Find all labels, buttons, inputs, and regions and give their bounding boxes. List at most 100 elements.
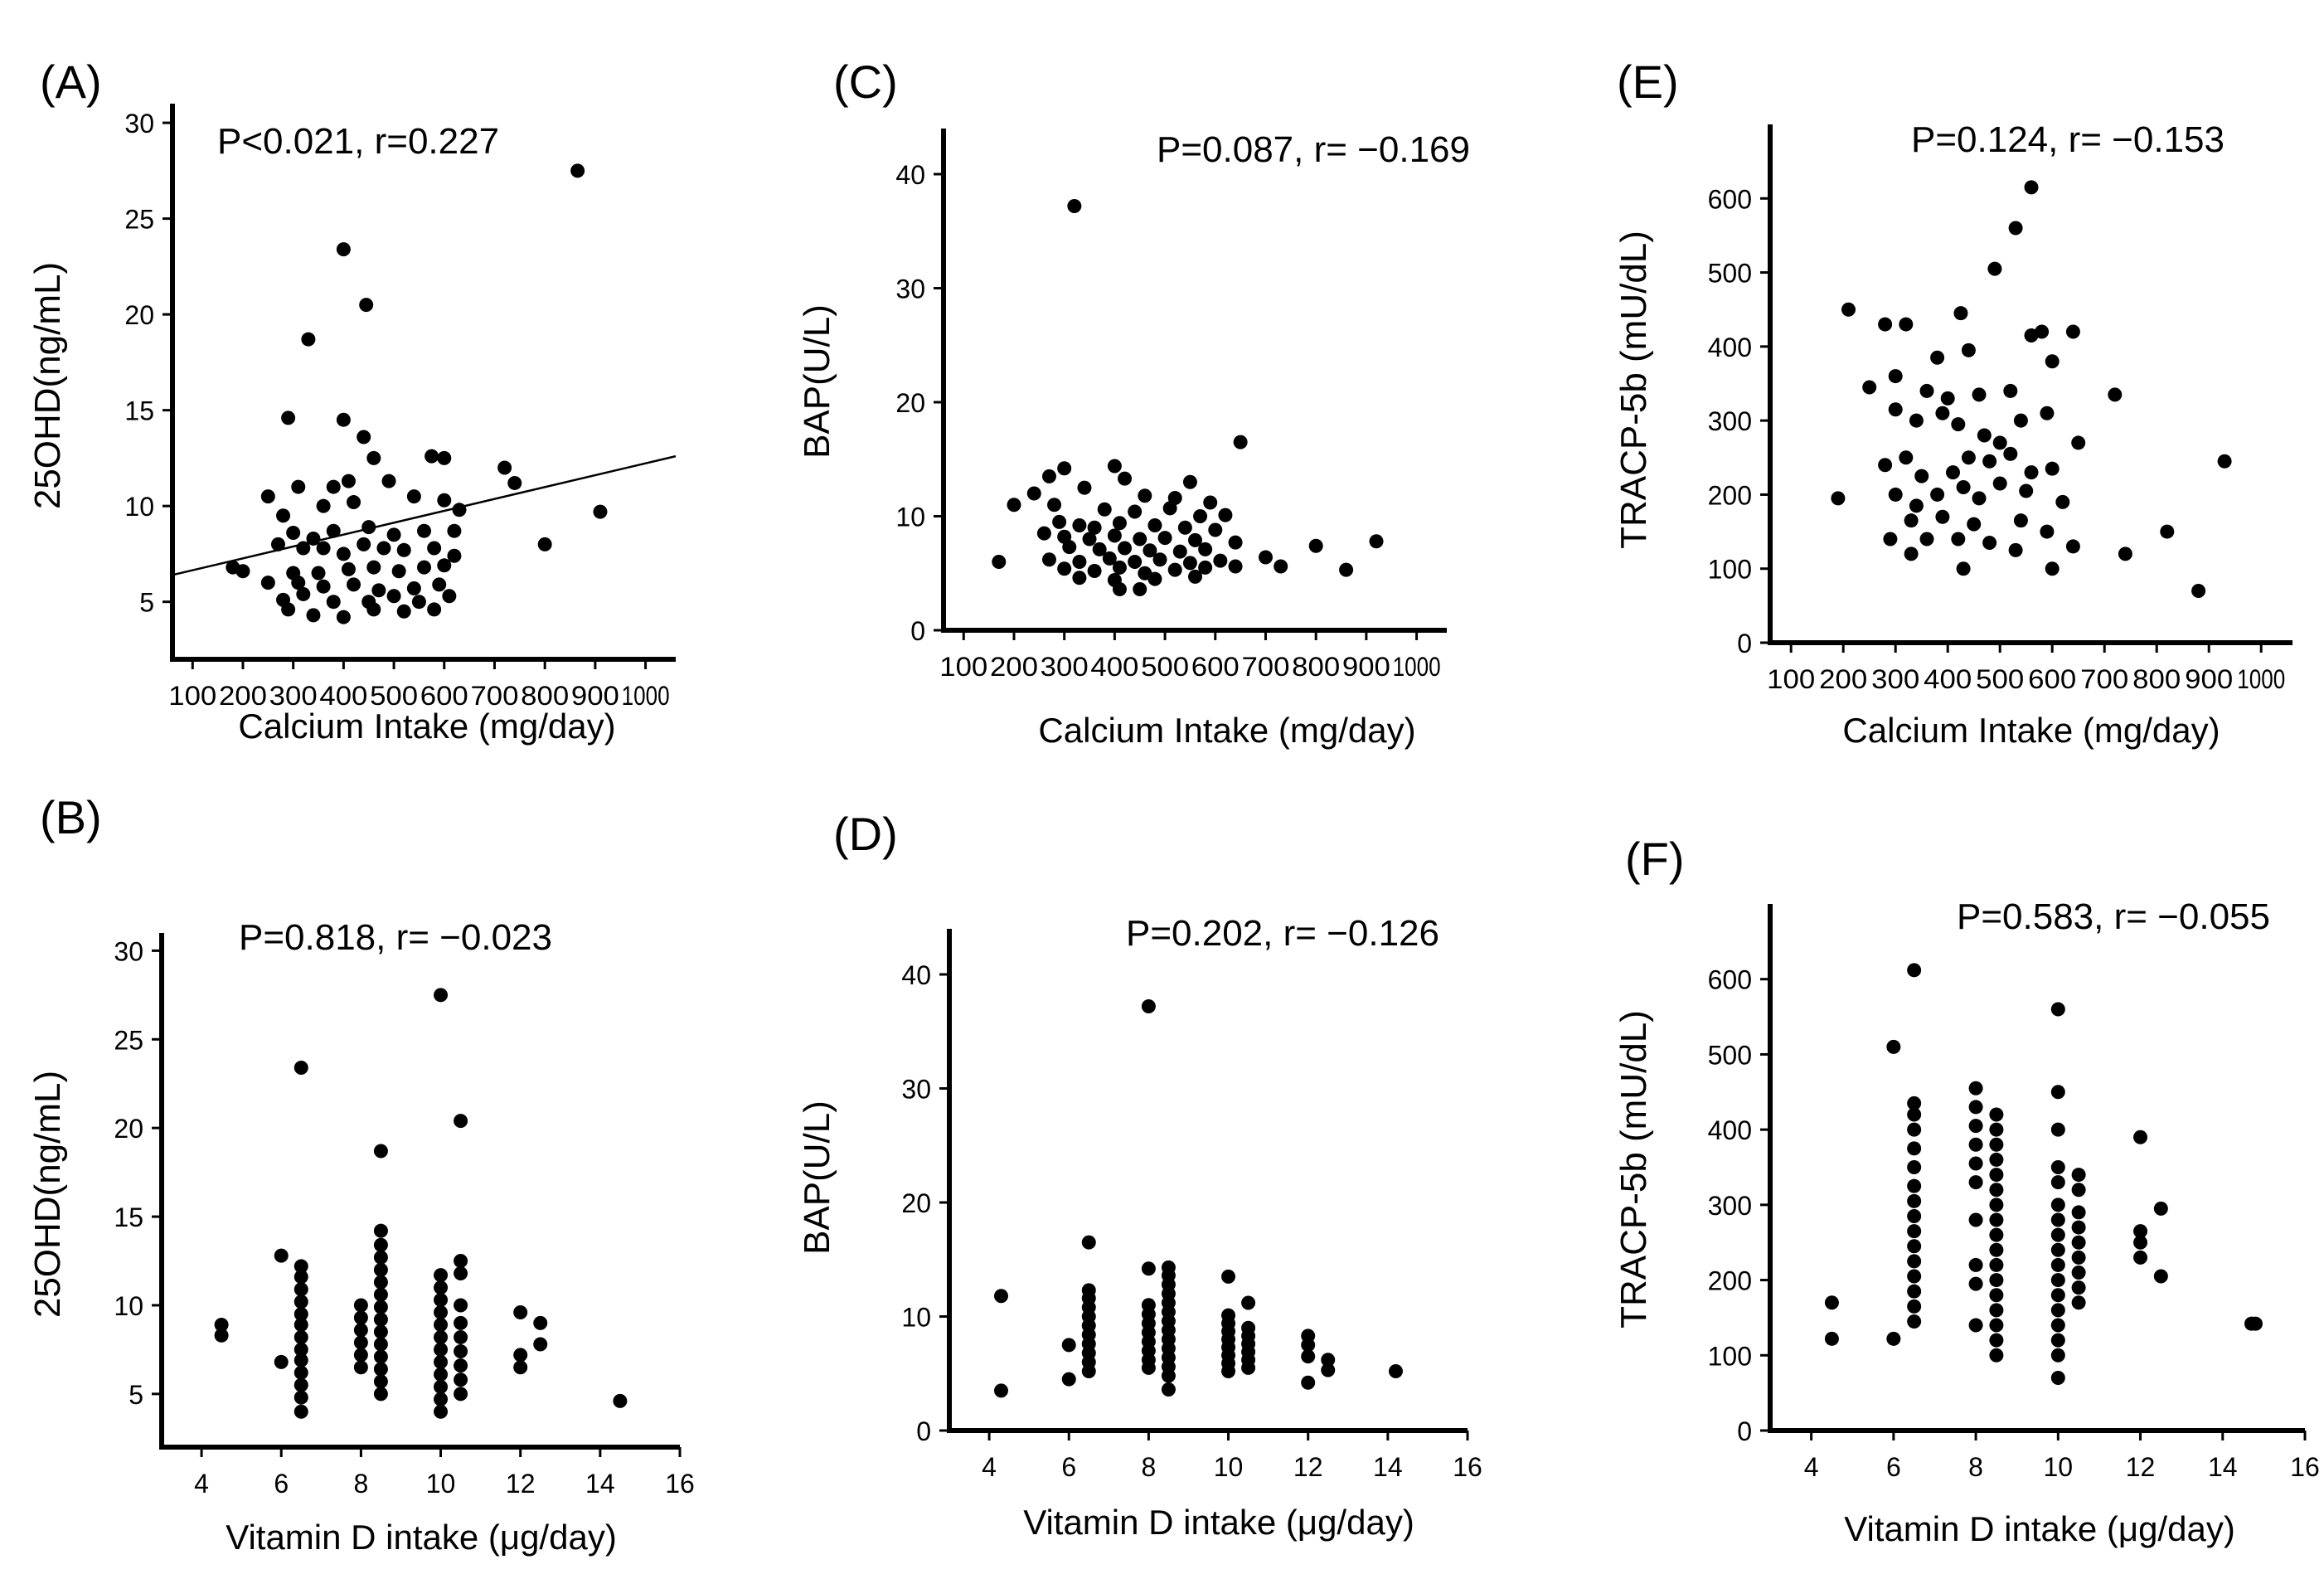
x-tick-label: 1000 <box>2237 664 2285 694</box>
data-point <box>434 1329 449 1344</box>
x-tick-label: 200 <box>219 681 267 711</box>
data-point <box>406 489 421 504</box>
data-point <box>1208 522 1223 537</box>
data-point <box>361 520 376 535</box>
data-point <box>434 1317 449 1332</box>
data-point <box>2050 1303 2065 1318</box>
data-point <box>2040 406 2055 420</box>
data-point <box>1188 569 1202 584</box>
data-point <box>434 1404 449 1419</box>
y-tick-label: 400 <box>1708 333 1752 362</box>
data-point <box>2045 461 2060 476</box>
data-point <box>2050 1122 2065 1137</box>
data-point <box>373 1223 388 1238</box>
data-point <box>1907 1193 1922 1208</box>
data-point <box>425 449 439 464</box>
data-point <box>306 531 321 546</box>
data-point <box>570 163 585 178</box>
data-point <box>1241 1320 1256 1335</box>
data-point <box>1072 571 1087 585</box>
data-point <box>1907 1269 1922 1284</box>
data-point <box>1308 538 1323 553</box>
data-point <box>2050 1085 2065 1100</box>
data-point <box>1369 534 1384 549</box>
data-point <box>1878 317 1893 332</box>
data-point <box>359 298 374 313</box>
data-point <box>1951 532 1966 547</box>
x-tick-label: 300 <box>1871 664 1919 694</box>
data-point <box>1919 532 1934 547</box>
data-point <box>1081 1235 1096 1250</box>
data-point <box>291 479 306 494</box>
data-point <box>1930 487 1945 502</box>
y-tick-label: 20 <box>114 1114 143 1144</box>
data-point <box>2133 1250 2148 1265</box>
data-point <box>1968 1119 1983 1134</box>
data-point <box>1172 544 1187 559</box>
y-tick-label: 300 <box>1708 1191 1752 1221</box>
data-point <box>1228 535 1243 550</box>
data-point <box>326 595 341 610</box>
data-point <box>2050 1371 2065 1385</box>
data-point <box>1052 514 1067 529</box>
x-axis-label: Vitamin D intake (μg/day) <box>1023 1503 1414 1542</box>
data-point <box>2050 1160 2065 1174</box>
data-point <box>1141 1298 1156 1313</box>
y-tick-label: 10 <box>124 492 154 522</box>
data-point <box>2065 539 2080 554</box>
data-point <box>434 1305 449 1320</box>
data-point <box>447 523 462 538</box>
x-tick-label: 600 <box>420 681 468 711</box>
data-point <box>1061 1338 1076 1353</box>
x-tick-label: 600 <box>2028 664 2076 694</box>
data-point <box>376 541 391 556</box>
data-point <box>417 560 431 575</box>
stat-annotation: P=0.124, r= −0.153 <box>1911 119 2225 160</box>
data-point <box>454 1266 468 1280</box>
data-point <box>1862 380 1877 395</box>
x-tick-label: 8 <box>1141 1452 1156 1482</box>
data-point <box>373 1287 388 1302</box>
data-point <box>301 332 316 347</box>
x-tick-label: 500 <box>370 681 418 711</box>
data-point <box>1831 491 1846 506</box>
data-point <box>1919 383 1934 398</box>
data-point <box>1128 555 1143 569</box>
x-tick-label: 800 <box>521 681 569 711</box>
data-point <box>1886 1039 1901 1054</box>
data-point <box>270 537 285 551</box>
data-point <box>373 1337 388 1352</box>
data-point <box>2153 1269 2168 1284</box>
data-point <box>2050 1212 2065 1227</box>
data-point <box>1274 559 1288 574</box>
data-point <box>2071 1168 2086 1183</box>
data-point <box>1989 1348 2004 1363</box>
data-point <box>1133 532 1147 547</box>
data-point <box>1141 999 1156 1013</box>
data-point <box>1930 350 1945 365</box>
data-point <box>1321 1363 1336 1377</box>
data-point <box>1987 261 2002 276</box>
y-tick-label: 30 <box>114 936 143 966</box>
data-point <box>1041 552 1056 567</box>
data-point <box>1841 302 1856 317</box>
data-point <box>454 1315 468 1330</box>
data-point <box>1062 540 1077 555</box>
data-point <box>1112 560 1127 575</box>
data-point <box>1888 402 1903 417</box>
data-point <box>1067 199 1082 213</box>
data-point <box>373 1237 388 1252</box>
data-point <box>537 537 552 551</box>
data-point <box>454 1344 468 1359</box>
data-point <box>1301 1375 1316 1390</box>
data-point <box>336 610 351 624</box>
data-point <box>341 474 356 488</box>
x-tick-label: 16 <box>2290 1452 2320 1482</box>
data-point <box>2071 1235 2086 1250</box>
panel-b: (B) P=0.818, r= −0.023 5 10 15 20 25 30 4 6 8 10 12 1… <box>27 791 695 1557</box>
x-tick-label: 8 <box>1968 1452 1983 1482</box>
x-axis-label: Calcium Intake (mg/day) <box>1038 711 1415 750</box>
data-point <box>1041 469 1056 483</box>
x-tick-label: 500 <box>1141 652 1189 682</box>
data-point <box>353 1348 368 1363</box>
